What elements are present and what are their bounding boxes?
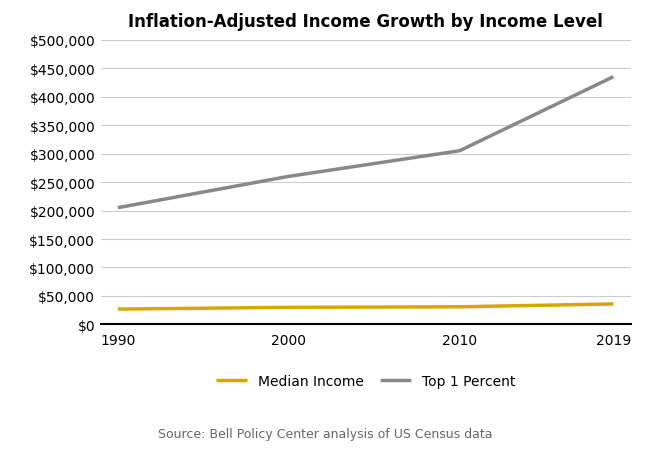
Median Income (114, 307, 122, 312)
Text: Source: Bell Policy Center analysis of US Census data: Source: Bell Policy Center analysis of U… (158, 427, 492, 440)
Median Income (285, 305, 292, 310)
Top 1 Percent (114, 206, 122, 211)
Median Income (610, 302, 617, 307)
Top 1 Percent (456, 149, 463, 154)
Top 1 Percent (610, 75, 617, 80)
Line: Top 1 Percent: Top 1 Percent (118, 78, 614, 208)
Legend: Median Income, Top 1 Percent: Median Income, Top 1 Percent (216, 374, 515, 388)
Median Income (456, 304, 463, 310)
Title: Inflation-Adjusted Income Growth by Income Level: Inflation-Adjusted Income Growth by Inco… (128, 13, 603, 31)
Line: Median Income: Median Income (118, 304, 614, 309)
Top 1 Percent (285, 174, 292, 179)
